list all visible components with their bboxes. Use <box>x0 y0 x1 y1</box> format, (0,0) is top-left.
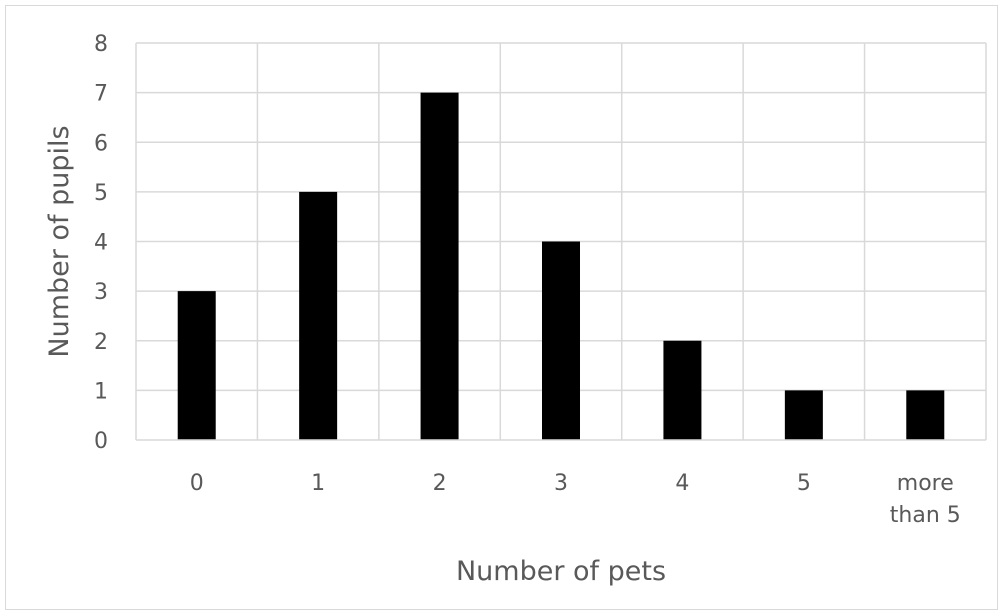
x-tick-label-6: more than 5 <box>890 471 961 528</box>
y-tick-label-4: 4 <box>94 231 108 256</box>
y-tick-label-5: 5 <box>94 181 108 206</box>
tick-labels: 0 1 2 3 4 5 6 7 8 0 1 2 3 4 5 more than 5 <box>94 32 961 528</box>
bars <box>178 93 945 440</box>
x-axis-title: Number of pets <box>456 556 666 587</box>
y-tick-label-2: 2 <box>94 330 108 355</box>
y-tick-label-3: 3 <box>94 280 108 305</box>
bar-3 <box>542 242 580 441</box>
x-tick-label-3: 3 <box>554 471 568 496</box>
x-tick-label-5: 5 <box>797 471 811 496</box>
y-axis-title: Number of pupils <box>44 125 75 357</box>
bar-6 <box>906 390 944 440</box>
x-tick-label-2: 2 <box>433 471 447 496</box>
y-tick-label-1: 1 <box>94 379 108 404</box>
y-tick-label-6: 6 <box>94 131 108 156</box>
bar-1 <box>299 192 337 440</box>
bar-0 <box>178 291 216 440</box>
bar-4 <box>663 341 701 440</box>
y-tick-label-0: 0 <box>94 429 108 454</box>
bar-2 <box>421 93 459 440</box>
x-tick-label-0: 0 <box>190 471 204 496</box>
bar-5 <box>785 390 823 440</box>
x-tick-label-4: 4 <box>675 471 689 496</box>
x-tick-label-1: 1 <box>311 471 325 496</box>
y-tick-label-8: 8 <box>94 32 108 57</box>
y-tick-label-7: 7 <box>94 82 108 107</box>
